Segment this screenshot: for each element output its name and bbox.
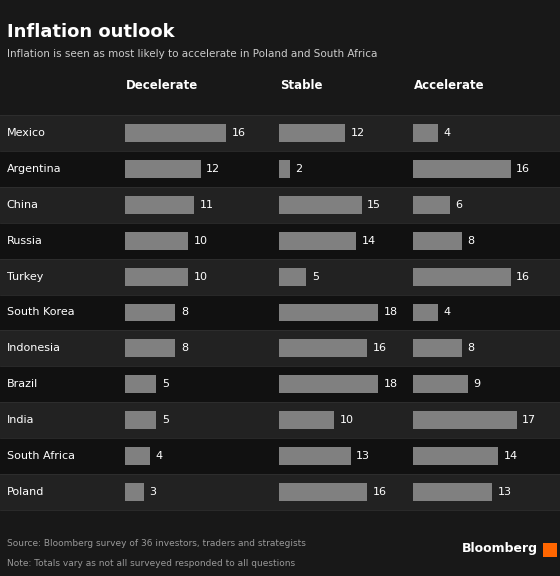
Bar	[125, 268, 188, 286]
Text: 16: 16	[231, 128, 245, 138]
Bar	[125, 411, 156, 429]
Bar	[279, 483, 367, 501]
Bar	[413, 375, 468, 393]
Text: 2: 2	[296, 164, 302, 174]
Text: 12: 12	[351, 128, 365, 138]
Bar	[0, 474, 560, 510]
Bar	[279, 160, 290, 178]
Bar	[413, 124, 437, 142]
Bar	[0, 438, 560, 474]
Bar	[0, 151, 560, 187]
Text: 11: 11	[200, 200, 214, 210]
Text: 16: 16	[372, 343, 386, 353]
Text: Accelerate: Accelerate	[414, 79, 485, 92]
Text: Brazil: Brazil	[7, 379, 38, 389]
Bar	[125, 304, 175, 321]
Text: Note: Totals vary as not all surveyed responded to all questions: Note: Totals vary as not all surveyed re…	[7, 559, 295, 568]
Bar	[413, 268, 511, 286]
Bar	[413, 339, 462, 357]
Text: 8: 8	[468, 236, 475, 246]
Text: Argentina: Argentina	[7, 164, 62, 174]
Bar	[0, 366, 560, 402]
Bar	[125, 447, 150, 465]
Text: Poland: Poland	[7, 487, 44, 497]
Bar	[413, 232, 462, 250]
Bar	[413, 483, 492, 501]
Text: 8: 8	[181, 308, 188, 317]
Bar	[0, 402, 560, 438]
Text: Bloomberg: Bloomberg	[461, 542, 538, 555]
Text: Inflation outlook: Inflation outlook	[7, 23, 174, 41]
Text: South Korea: South Korea	[7, 308, 74, 317]
Text: 12: 12	[206, 164, 221, 174]
Bar	[125, 232, 188, 250]
Bar	[0, 115, 560, 151]
Bar	[279, 411, 334, 429]
Bar	[413, 304, 437, 321]
Bar	[125, 124, 226, 142]
Text: Stable: Stable	[280, 79, 323, 92]
Bar	[413, 447, 498, 465]
Text: 17: 17	[522, 415, 536, 425]
Bar	[279, 375, 378, 393]
Text: 13: 13	[498, 487, 512, 497]
Text: 18: 18	[384, 379, 398, 389]
Bar	[0, 294, 560, 331]
Text: 10: 10	[339, 415, 353, 425]
Text: 4: 4	[443, 308, 450, 317]
Text: 14: 14	[362, 236, 376, 246]
Bar	[543, 543, 557, 557]
Text: 14: 14	[504, 451, 518, 461]
Text: Inflation is seen as most likely to accelerate in Poland and South Africa: Inflation is seen as most likely to acce…	[7, 49, 377, 59]
Text: 3: 3	[150, 487, 156, 497]
Text: 4: 4	[156, 451, 163, 461]
Text: 4: 4	[443, 128, 450, 138]
Bar	[279, 232, 356, 250]
Text: 8: 8	[181, 343, 188, 353]
Bar	[125, 483, 144, 501]
Bar	[279, 339, 367, 357]
Bar	[125, 375, 156, 393]
Bar	[0, 259, 560, 294]
Bar	[279, 447, 351, 465]
Bar	[0, 223, 560, 259]
Text: 18: 18	[384, 308, 398, 317]
Bar	[413, 160, 511, 178]
Text: 8: 8	[468, 343, 475, 353]
Bar	[279, 124, 345, 142]
Bar	[413, 411, 517, 429]
Text: 13: 13	[356, 451, 370, 461]
Bar	[125, 339, 175, 357]
Bar	[0, 331, 560, 366]
Text: Source: Bloomberg survey of 36 investors, traders and strategists: Source: Bloomberg survey of 36 investors…	[7, 539, 306, 548]
Bar	[125, 160, 200, 178]
Text: 10: 10	[194, 272, 208, 282]
Bar	[0, 187, 560, 223]
Bar	[279, 304, 378, 321]
Text: China: China	[7, 200, 39, 210]
Text: Indonesia: Indonesia	[7, 343, 60, 353]
Text: 5: 5	[312, 272, 319, 282]
Text: 16: 16	[372, 487, 386, 497]
Text: Turkey: Turkey	[7, 272, 43, 282]
Text: South Africa: South Africa	[7, 451, 74, 461]
Bar	[413, 196, 450, 214]
Text: 5: 5	[162, 415, 169, 425]
Text: 10: 10	[194, 236, 208, 246]
Text: 9: 9	[474, 379, 481, 389]
Text: 16: 16	[516, 164, 530, 174]
Text: 6: 6	[455, 200, 463, 210]
Bar	[279, 268, 306, 286]
Bar	[279, 196, 362, 214]
Text: Mexico: Mexico	[7, 128, 45, 138]
Text: India: India	[7, 415, 34, 425]
Bar	[125, 196, 194, 214]
Text: Decelerate: Decelerate	[126, 79, 198, 92]
Text: 5: 5	[162, 379, 169, 389]
Text: 15: 15	[367, 200, 381, 210]
Text: Russia: Russia	[7, 236, 43, 246]
Text: 16: 16	[516, 272, 530, 282]
